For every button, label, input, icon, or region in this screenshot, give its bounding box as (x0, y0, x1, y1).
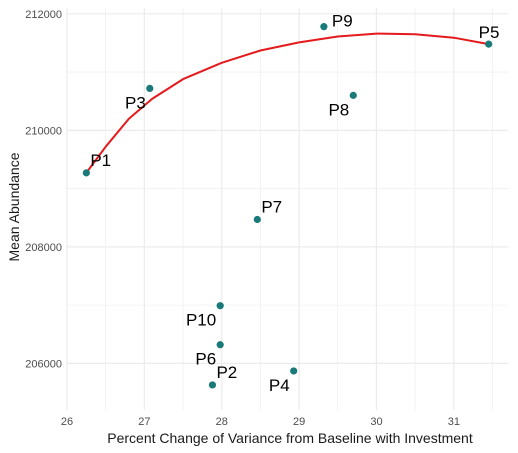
minor-gridlines (67, 8, 508, 410)
point-label-p4: P4 (269, 376, 290, 395)
data-point-p10 (217, 302, 224, 309)
x-axis-title: Percent Change of Variance from Baseline… (107, 430, 473, 446)
x-axis-ticks: 26 27 28 29 30 31 (61, 416, 460, 428)
point-labels-layer: P1 P2 P3 P4 P5 P6 P7 P8 P9 P10 (90, 12, 499, 395)
point-label-p10: P10 (186, 311, 216, 330)
data-point-p8 (350, 92, 357, 99)
point-label-p9: P9 (332, 12, 353, 31)
data-point-p7 (254, 216, 261, 223)
data-point-p6 (217, 341, 224, 348)
x-tick-label: 27 (138, 416, 150, 428)
major-gridlines (67, 8, 508, 410)
y-axis-ticks: 206000 208000 210000 212000 (25, 9, 62, 371)
x-tick-label: 30 (370, 416, 382, 428)
point-label-p8: P8 (328, 100, 349, 119)
y-tick-label: 210000 (25, 125, 62, 137)
x-tick-label: 31 (448, 416, 460, 428)
point-label-p6: P6 (195, 350, 216, 369)
point-label-p1: P1 (90, 151, 111, 170)
y-axis-title: Mean Abundance (6, 152, 22, 261)
fitted-curve (86, 34, 488, 173)
fitted-curve-layer (86, 34, 488, 173)
data-point-p9 (320, 23, 327, 30)
x-tick-label: 26 (61, 416, 73, 428)
point-label-p7: P7 (261, 197, 282, 216)
point-label-p3: P3 (125, 93, 146, 112)
data-point-p4 (290, 367, 297, 374)
y-tick-label: 206000 (25, 358, 62, 370)
point-label-p5: P5 (479, 23, 500, 42)
data-point-p1 (83, 169, 90, 176)
x-tick-label: 29 (293, 416, 305, 428)
data-point-p3 (146, 85, 153, 92)
point-label-p2: P2 (216, 363, 237, 382)
data-point-p2 (209, 381, 216, 388)
y-tick-label: 212000 (25, 9, 62, 21)
x-tick-label: 28 (216, 416, 228, 428)
y-tick-label: 208000 (25, 242, 62, 254)
